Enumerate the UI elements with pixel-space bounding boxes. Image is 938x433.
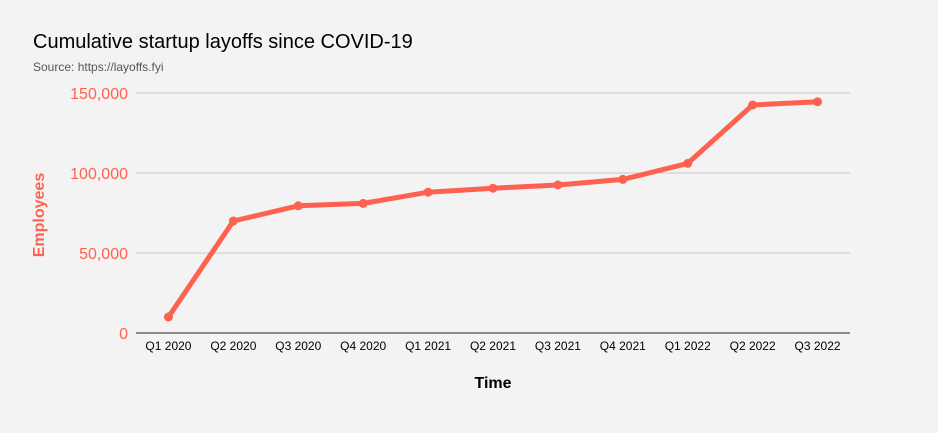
series-line [165, 99, 821, 320]
y-tick-label: 100,000 [70, 166, 128, 183]
x-tick-label: Q3 2022 [795, 339, 841, 353]
data-point [228, 216, 238, 226]
data-point [748, 100, 758, 110]
x-tick-label: Q1 2022 [665, 339, 711, 353]
y-tick-label: 0 [119, 326, 128, 343]
x-axis-title: Time [474, 375, 511, 392]
data-point [813, 97, 823, 107]
data-point [423, 187, 433, 197]
gridlines [136, 92, 850, 254]
chart-title: Cumulative startup layoffs since COVID-1… [33, 31, 413, 53]
x-tick-label: Q4 2021 [600, 339, 646, 353]
x-tick-label: Q2 2020 [210, 339, 256, 353]
x-tick-label: Q2 2021 [470, 339, 516, 353]
data-point [618, 174, 628, 184]
data-point [293, 201, 303, 211]
x-tick-label: Q3 2020 [275, 339, 321, 353]
axis-labels: 0 50,000 100,000 150,000 Q1 2020 Q2 2020 Q3 20… [31, 86, 841, 392]
x-tick-label: Q1 2020 [145, 339, 191, 353]
data-point [553, 180, 563, 190]
x-tick-label: Q3 2021 [535, 339, 581, 353]
data-point [358, 198, 368, 208]
y-tick-label: 150,000 [70, 86, 128, 103]
y-tick-label: 50,000 [79, 246, 128, 263]
data-point [488, 183, 498, 193]
x-tick-label: Q4 2020 [340, 339, 386, 353]
data-point [683, 158, 693, 168]
y-axis-title: Employees [31, 173, 48, 258]
x-tick-label: Q2 2022 [730, 339, 776, 353]
data-point [163, 312, 173, 322]
chart-subtitle: Source: https://layoffs.fyi [33, 60, 164, 74]
x-tick-label: Q1 2021 [405, 339, 451, 353]
series [163, 97, 823, 322]
